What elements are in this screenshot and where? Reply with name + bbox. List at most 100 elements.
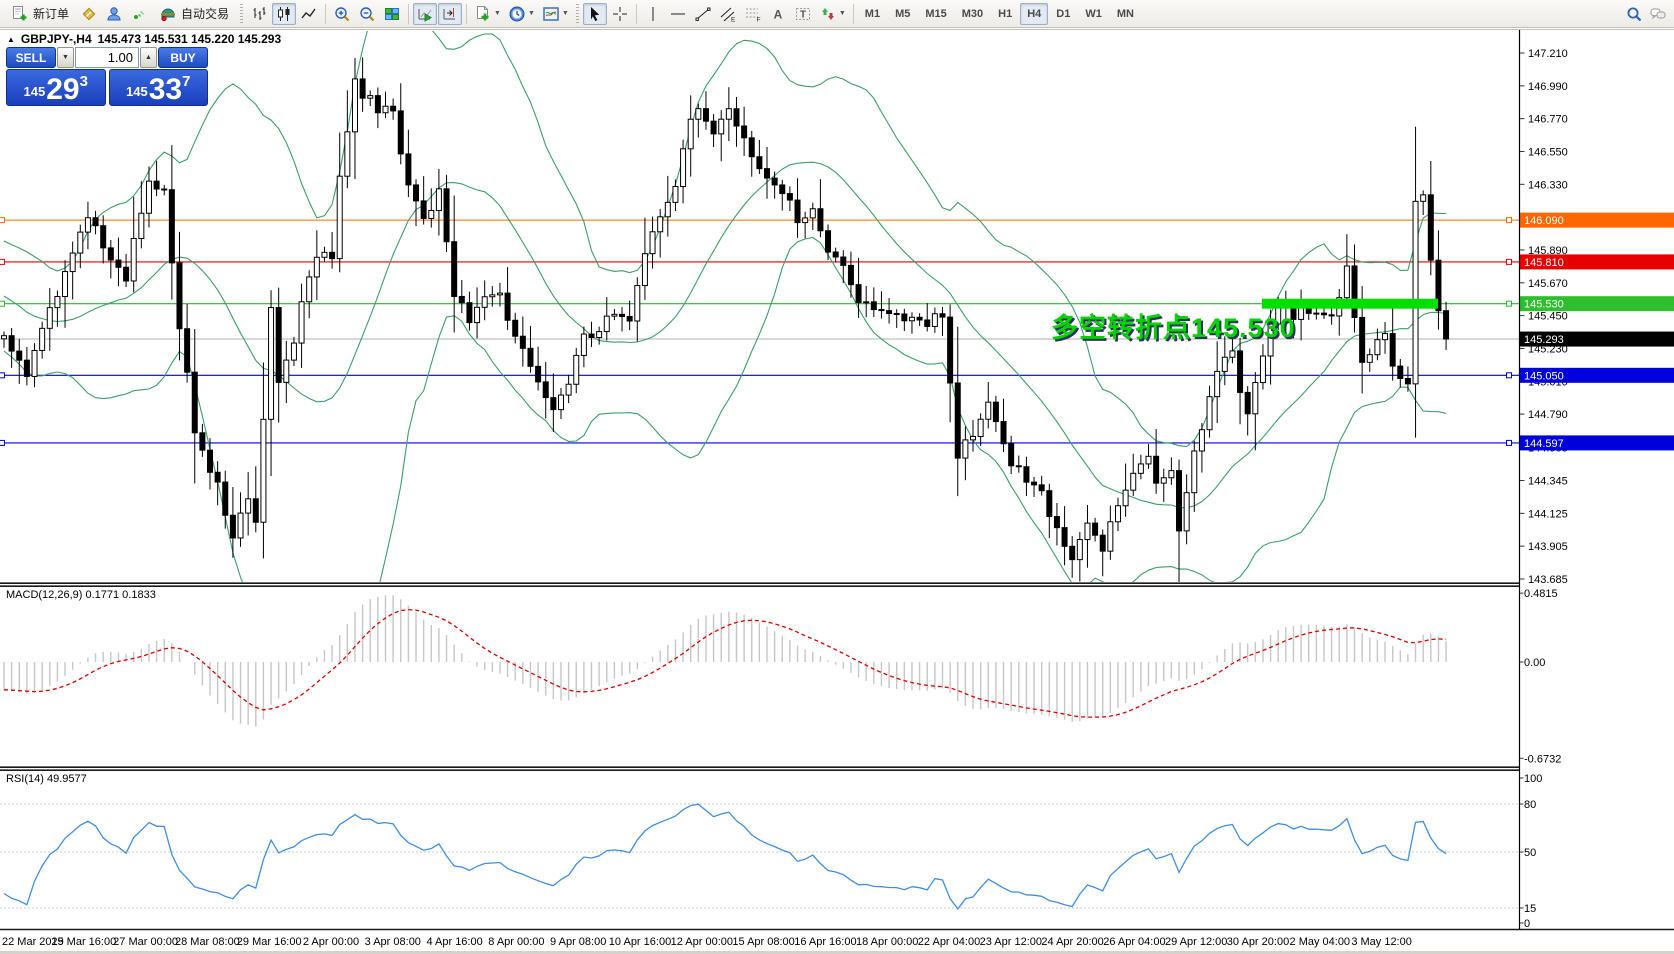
timeframe-m1[interactable]: M1 <box>864 7 881 20</box>
candle-body <box>359 78 366 99</box>
date-tick-label: 28 Mar 08:00 <box>175 936 240 948</box>
line-handle[interactable] <box>0 300 5 307</box>
caret-down-icon: ▼ <box>62 54 69 61</box>
collapse-panel-icon[interactable]: ▲ <box>7 34 15 44</box>
cursor-button[interactable] <box>582 2 607 25</box>
timeframe-m5[interactable]: M5 <box>895 7 911 20</box>
periods-button[interactable]: ▼ <box>505 3 538 25</box>
indicators-button[interactable]: ▼ <box>471 3 504 25</box>
timeframe-w1[interactable]: W1 <box>1085 7 1102 20</box>
equidistant-channel-button[interactable]: E <box>716 3 740 25</box>
timeframe-d1[interactable]: D1 <box>1056 7 1071 20</box>
svg-text:T: T <box>800 9 806 20</box>
autotrading-button[interactable]: 自动交易 <box>152 3 236 25</box>
horizontal-line-button[interactable] <box>666 3 690 25</box>
tile-windows-button[interactable] <box>380 3 404 25</box>
line-handle[interactable] <box>1506 372 1512 379</box>
candle-body <box>298 301 305 344</box>
candle-body <box>1389 333 1396 367</box>
candle-body <box>237 512 244 539</box>
line-handle[interactable] <box>1506 300 1512 307</box>
buy-price-display[interactable]: 145 33 7 <box>108 69 208 106</box>
volume-input[interactable] <box>75 47 139 68</box>
macd-pane[interactable] <box>3 595 1447 727</box>
fibonacci-button[interactable]: F <box>741 3 765 25</box>
periods-dropdown-caret[interactable]: ▼ <box>527 10 535 17</box>
candle-body <box>1435 259 1442 312</box>
sell-button[interactable]: SELL <box>6 47 56 68</box>
candle-body <box>695 108 702 120</box>
candle-body <box>313 256 320 278</box>
candle-body <box>413 184 420 202</box>
date-tick-label: 22 Mar 2019 <box>2 936 64 948</box>
text-button[interactable]: A <box>766 3 790 25</box>
main-price-pane[interactable] <box>0 0 1519 625</box>
volume-decrease-button[interactable]: ▼ <box>57 47 74 68</box>
candlestick-chart-button[interactable] <box>272 2 297 25</box>
line-handle[interactable] <box>0 258 5 265</box>
highlight-green-segment[interactable] <box>1262 298 1438 309</box>
candle-body <box>1206 396 1213 431</box>
candle-body <box>382 105 389 114</box>
vertical-line-button[interactable] <box>641 3 665 25</box>
candle-body <box>1145 455 1152 465</box>
chat-button[interactable] <box>1646 3 1670 25</box>
sell-price-display[interactable]: 145 29 3 <box>6 69 106 106</box>
candle-body <box>924 319 931 327</box>
community-button[interactable] <box>102 3 126 25</box>
turning-point-annotation[interactable]: 多空转折点145.530 <box>1051 313 1296 343</box>
bar-chart-button[interactable] <box>247 3 271 25</box>
candle-body <box>672 186 679 203</box>
toolbar-grip <box>575 3 579 24</box>
candle-body <box>977 418 984 437</box>
toolbar-grip <box>240 3 244 24</box>
timeframe-h4[interactable]: H4 <box>1020 2 1049 25</box>
indicators-dropdown-caret[interactable]: ▼ <box>494 10 501 17</box>
candle-body <box>1 335 7 340</box>
line-handle[interactable] <box>0 439 5 446</box>
timeframe-mn[interactable]: MN <box>1116 7 1134 20</box>
crosshair-button[interactable] <box>608 3 632 25</box>
timeframe-m15[interactable]: M15 <box>925 7 947 20</box>
auto-scroll-button[interactable] <box>413 2 438 25</box>
candle-body <box>1168 470 1175 479</box>
volume-increase-button[interactable]: ▲ <box>140 47 157 68</box>
arrows-dropdown-caret[interactable]: ▼ <box>838 10 846 17</box>
candle-body <box>550 397 557 411</box>
price-badge <box>1520 435 1674 451</box>
timeframe-m30[interactable]: M30 <box>961 7 984 20</box>
zoom-in-button[interactable] <box>330 3 354 25</box>
chart-shift-button[interactable] <box>438 2 463 25</box>
line-chart-button[interactable] <box>297 3 321 25</box>
search-button[interactable] <box>1622 3 1646 25</box>
signals-button[interactable] <box>127 3 151 25</box>
line-handle[interactable] <box>0 372 5 379</box>
templates-button[interactable]: ▼ <box>539 3 572 25</box>
buy-button[interactable]: BUY <box>158 47 208 68</box>
trendline-button[interactable] <box>691 3 715 25</box>
candle-body <box>214 471 221 483</box>
price-axis[interactable]: 147.210146.990146.770146.550146.330146.1… <box>1519 48 1674 586</box>
date-tick-label: 3 Apr 08:00 <box>365 936 421 948</box>
rsi-tick-label: 50 <box>1524 847 1536 859</box>
candle-body <box>573 354 580 385</box>
line-handle[interactable] <box>0 217 5 224</box>
arrows-button[interactable]: ▼ <box>816 3 849 25</box>
zoom-out-button[interactable] <box>355 3 379 25</box>
toolbar: 新订单 自动交易 ▼ ▼ <box>0 0 1674 28</box>
line-handle[interactable] <box>1506 258 1512 265</box>
timeframe-h1[interactable]: H1 <box>998 7 1013 20</box>
metaeditor-icon <box>82 7 96 20</box>
line-handle[interactable] <box>1506 439 1512 446</box>
rsi-pane[interactable] <box>0 803 1519 910</box>
price-badge <box>1520 367 1674 383</box>
line-handle[interactable] <box>1506 217 1512 224</box>
candle-body <box>420 200 427 219</box>
new-order-button[interactable]: 新订单 <box>4 3 76 25</box>
chart-shift-icon <box>443 7 456 19</box>
candle-body <box>1130 472 1137 491</box>
text-label-button[interactable]: T <box>791 3 815 25</box>
templates-dropdown-caret[interactable]: ▼ <box>561 10 569 17</box>
metaeditor-button[interactable] <box>77 3 101 25</box>
